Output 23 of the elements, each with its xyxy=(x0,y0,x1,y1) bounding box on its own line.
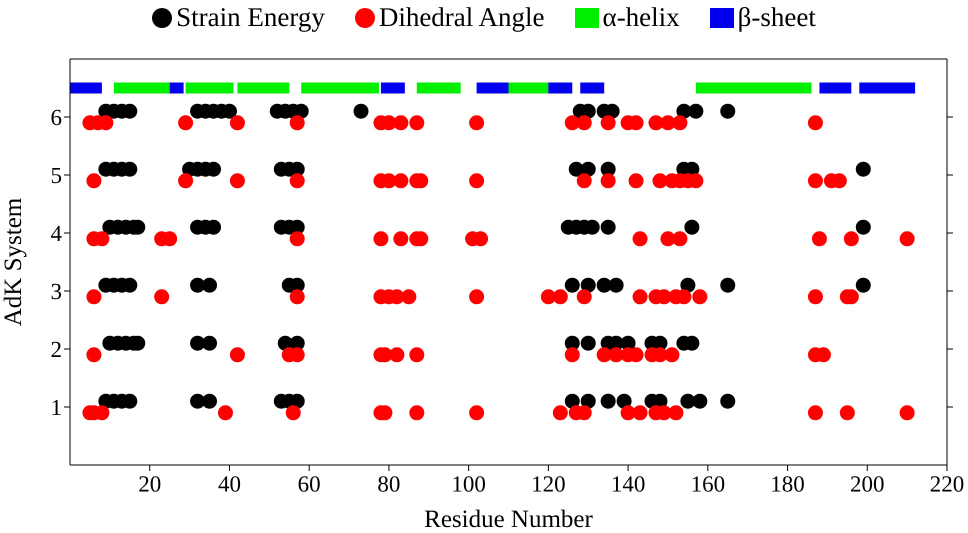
y-tick-label: 3 xyxy=(50,279,62,304)
x-tick-label: 220 xyxy=(930,471,964,496)
x-tick-label: 140 xyxy=(610,471,646,496)
y-axis-title: AdK System xyxy=(0,197,28,326)
y-tick-label: 6 xyxy=(50,105,62,130)
x-tick-label: 120 xyxy=(531,471,566,496)
x-tick-label: 40 xyxy=(218,471,241,496)
y-tick-label: 2 xyxy=(50,337,62,362)
x-tick-label: 60 xyxy=(298,471,321,496)
legend-label: α-helix xyxy=(602,2,680,33)
x-axis-title: Residue Number xyxy=(424,506,594,533)
legend-label: β-sheet xyxy=(738,2,816,33)
y-tick-label: 1 xyxy=(50,395,62,420)
x-tick-label: 80 xyxy=(377,471,400,496)
legend-label: Dihedral Angle xyxy=(378,2,545,33)
x-tick-label: 160 xyxy=(690,471,726,496)
x-tick-label: 20 xyxy=(138,471,162,496)
y-tick-label: 5 xyxy=(50,163,62,188)
x-tick-label: 180 xyxy=(770,471,805,496)
x-tick-label: 200 xyxy=(850,471,885,496)
legend-label: Strain Energy xyxy=(176,2,325,33)
x-tick-label: 100 xyxy=(451,471,486,496)
y-tick-label: 4 xyxy=(50,221,62,246)
